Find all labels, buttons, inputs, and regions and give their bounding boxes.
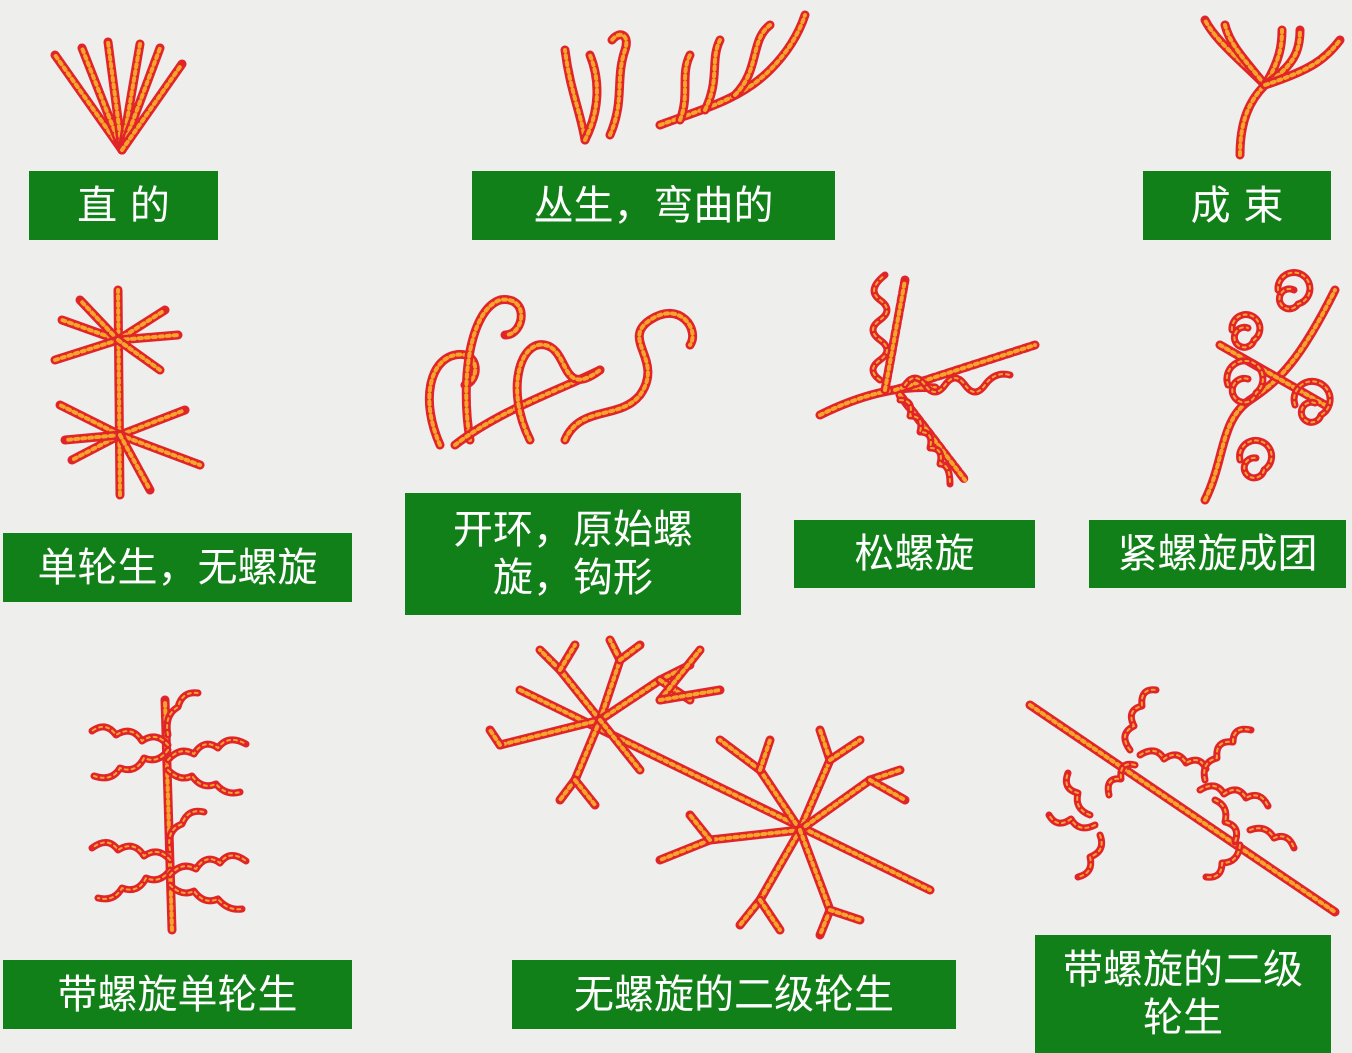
tight-spiral-cluster-coils [1223,269,1334,482]
fasciculate-hyphae-illustration [1200,15,1345,160]
label-tufted-curved: 丛生，弯曲的 [472,171,835,240]
label-straight: 直 的 [29,171,218,240]
label-double-whorl-spiral: 带螺旋的二级轮生 [1035,935,1331,1053]
label-double-whorl-no-spiral: 无螺旋的二级轮生 [512,960,956,1029]
label-tight-spiral-cluster: 紧螺旋成团 [1089,520,1346,588]
label-loose-spiral: 松螺旋 [794,520,1035,588]
straight-hyphae-illustration [50,37,187,155]
double-whorl-no-spiral-illustration [485,635,935,940]
label-fasciculate: 成 束 [1143,171,1331,240]
double-whorl-spiral-coils [1045,686,1298,881]
double-whorl-spiral-illustration [1025,700,1340,917]
single-whorl-spiral-coils [88,689,250,913]
loose-spiral-coils [869,271,1014,488]
single-whorl-no-spiral-illustration [50,285,205,500]
label-single-whorl-no-spiral: 单轮生，无螺旋 [3,533,352,602]
label-single-whorl-spiral: 带螺旋单轮生 [3,960,352,1029]
tufted-curved-hyphae-illustration [560,10,810,145]
label-open-loop-hook: 开环，原始螺旋，钩形 [405,493,741,615]
open-loop-hook-illustration [424,295,698,450]
